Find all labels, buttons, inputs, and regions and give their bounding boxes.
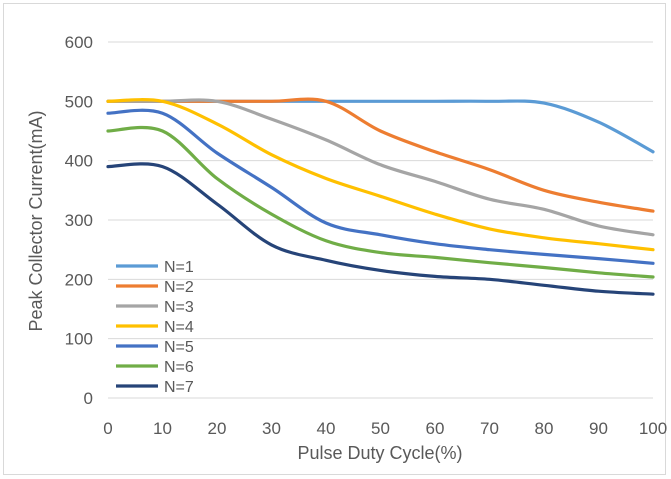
x-tick-label-40: 40 xyxy=(317,419,336,438)
series-lines xyxy=(106,97,655,296)
x-tick-label-80: 80 xyxy=(535,419,554,438)
y-axis-title: Peak Collector Current(mA) xyxy=(26,110,46,331)
x-tick-label-0: 0 xyxy=(103,419,112,438)
x-tick-label-30: 30 xyxy=(262,419,281,438)
legend-label-n7: N=7 xyxy=(164,379,194,396)
y-tick-label-500: 500 xyxy=(65,92,93,111)
x-tick-label-70: 70 xyxy=(480,419,499,438)
y-tick-label-300: 300 xyxy=(65,211,93,230)
series-line-n5 xyxy=(106,108,655,265)
x-tick-label-50: 50 xyxy=(371,419,390,438)
series-line-n2 xyxy=(106,97,655,213)
series-line-n7 xyxy=(106,162,655,296)
x-tick-label-90: 90 xyxy=(589,419,608,438)
legend-label-n4: N=4 xyxy=(164,319,194,336)
legend-label-n6: N=6 xyxy=(164,359,194,376)
series-line-n3 xyxy=(106,98,655,237)
x-tick-label-20: 20 xyxy=(208,419,227,438)
x-tick-label-100: 100 xyxy=(639,419,667,438)
legend-label-n2: N=2 xyxy=(164,279,194,296)
x-axis-title: Pulse Duty Cycle(%) xyxy=(297,443,462,463)
y-tick-label-400: 400 xyxy=(65,152,93,171)
series-line-n1 xyxy=(106,99,655,154)
legend-label-n3: N=3 xyxy=(164,299,194,316)
series-line-n4 xyxy=(106,98,655,252)
tick-labels: 0 100 200 300 400 500 600 0 10 20 30 40 50 60 70 80 90 10… xyxy=(65,33,668,438)
series-line-n6 xyxy=(106,125,655,279)
x-tick-label-60: 60 xyxy=(426,419,445,438)
y-tick-label-100: 100 xyxy=(65,330,93,349)
y-tick-label-0: 0 xyxy=(84,389,93,408)
y-tick-label-200: 200 xyxy=(65,270,93,289)
legend: N=1 N=2 N=3 N=4 N=5 N=6 N=7 xyxy=(116,259,194,396)
legend-label-n5: N=5 xyxy=(164,339,194,356)
y-tick-label-600: 600 xyxy=(65,33,93,52)
x-tick-label-10: 10 xyxy=(153,419,172,438)
legend-label-n1: N=1 xyxy=(164,259,194,276)
